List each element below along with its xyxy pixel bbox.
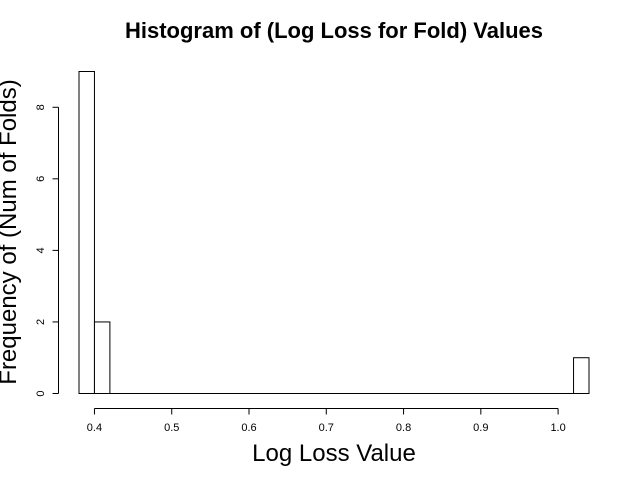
x-tick-label: 0.8 (396, 422, 411, 434)
x-tick-label: 0.7 (319, 422, 334, 434)
x-tick-label: 0.6 (241, 422, 256, 434)
y-axis: 0 2 4 6 8 (35, 104, 59, 397)
histogram-bar (93, 321, 111, 394)
histogram-bar (573, 357, 590, 394)
y-tick-label: 8 (35, 104, 47, 110)
y-tick-label: 0 (35, 390, 47, 396)
y-tick-label: 4 (35, 247, 47, 253)
x-tick-label: 0.9 (473, 422, 488, 434)
y-axis-label: Frequency of (Num of Folds) (0, 79, 22, 384)
y-tick-label: 6 (35, 176, 47, 182)
x-axis-label: Log Loss Value (252, 440, 416, 467)
y-tick-label: 2 (35, 319, 47, 325)
x-axis: 0.4 0.5 0.6 0.7 0.8 0.9 1.0 (87, 408, 566, 434)
x-tick-label: 1.0 (550, 422, 565, 434)
histogram-bars (78, 71, 590, 394)
x-tick-label: 0.4 (87, 422, 102, 434)
histogram-bar (78, 71, 95, 394)
x-tick-label: 0.5 (164, 422, 179, 434)
chart-title: Histogram of (Log Loss for Fold) Values (125, 18, 543, 43)
